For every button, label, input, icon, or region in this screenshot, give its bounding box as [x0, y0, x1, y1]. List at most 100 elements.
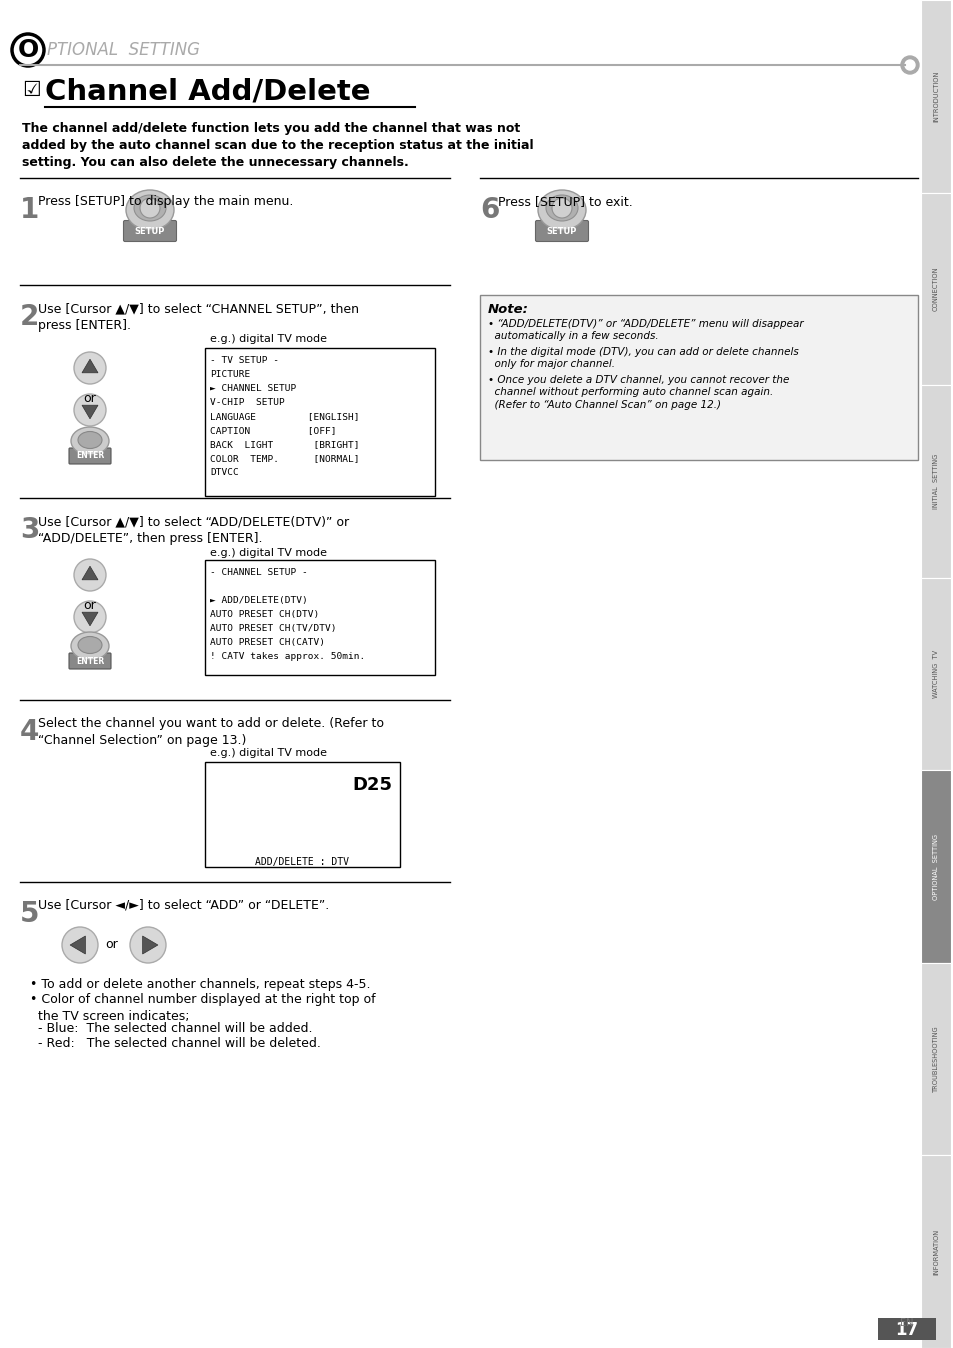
Text: Press [SETUP] to exit.: Press [SETUP] to exit. [497, 195, 632, 208]
Bar [920, 386, 950, 578]
Text: • To add or delete another channels, repeat steps 4-5.: • To add or delete another channels, rep… [30, 979, 370, 991]
Text: SETUP: SETUP [546, 226, 577, 236]
Text: Press [SETUP] to display the main menu.: Press [SETUP] to display the main menu. [38, 195, 294, 208]
Circle shape [904, 61, 914, 70]
FancyBboxPatch shape [877, 1318, 935, 1340]
Text: Note:: Note: [488, 303, 528, 315]
Text: ADD/DELETE : DTV: ADD/DELETE : DTV [255, 857, 349, 867]
Text: 6: 6 [479, 195, 498, 224]
Text: - CHANNEL SETUP -: - CHANNEL SETUP - [210, 568, 308, 577]
Bar [920, 193, 950, 386]
Text: 2: 2 [20, 303, 39, 332]
Circle shape [140, 198, 160, 218]
Polygon shape [70, 936, 86, 954]
Text: INITIAL  SETTING: INITIAL SETTING [932, 454, 938, 510]
Text: ► CHANNEL SETUP: ► CHANNEL SETUP [210, 384, 296, 394]
Polygon shape [83, 433, 97, 443]
Text: 4: 4 [20, 718, 39, 745]
Text: Use [Cursor ▲/▼] to select “CHANNEL SETUP”, then
press [ENTER].: Use [Cursor ▲/▼] to select “CHANNEL SETU… [38, 302, 358, 332]
Text: e.g.) digital TV mode: e.g.) digital TV mode [210, 549, 327, 558]
Polygon shape [82, 359, 98, 373]
Ellipse shape [537, 190, 585, 231]
FancyBboxPatch shape [205, 762, 399, 867]
Text: 3: 3 [20, 516, 39, 545]
Text: O: O [17, 38, 38, 62]
Text: SETUP: SETUP [134, 226, 165, 236]
Ellipse shape [78, 431, 102, 449]
Text: or: or [84, 599, 96, 612]
Text: The channel add/delete function lets you add the channel that was not
added by t: The channel add/delete function lets you… [22, 123, 533, 168]
FancyBboxPatch shape [69, 448, 111, 464]
Text: TROUBLESHOOTING: TROUBLESHOOTING [932, 1026, 938, 1092]
Bar [920, 962, 950, 1155]
Text: 17: 17 [895, 1321, 918, 1339]
Text: PTIONAL  SETTING: PTIONAL SETTING [47, 40, 200, 59]
Text: EN: EN [900, 1318, 913, 1328]
Text: - Blue:  The selected channel will be added.: - Blue: The selected channel will be add… [30, 1022, 313, 1035]
Text: V-CHIP  SETUP: V-CHIP SETUP [210, 398, 284, 407]
Polygon shape [83, 640, 97, 650]
Bar [920, 0, 950, 193]
Bar [920, 1155, 950, 1348]
Circle shape [552, 198, 572, 218]
Polygon shape [82, 406, 98, 419]
FancyBboxPatch shape [479, 295, 917, 460]
Text: ☑: ☑ [22, 80, 41, 100]
FancyBboxPatch shape [123, 221, 176, 241]
Text: e.g.) digital TV mode: e.g.) digital TV mode [210, 334, 327, 344]
Text: OPTIONAL  SETTING: OPTIONAL SETTING [932, 833, 938, 899]
Text: - Red:   The selected channel will be deleted.: - Red: The selected channel will be dele… [30, 1037, 320, 1050]
Text: D25: D25 [352, 776, 392, 794]
Text: or: or [106, 938, 118, 952]
Ellipse shape [126, 190, 173, 231]
Ellipse shape [133, 195, 166, 221]
Text: DTVCC: DTVCC [210, 468, 238, 477]
Text: ► ADD/DELETE(DTV): ► ADD/DELETE(DTV) [210, 596, 308, 605]
Text: INTRODUCTION: INTRODUCTION [932, 70, 938, 121]
Text: ENTER: ENTER [76, 656, 104, 666]
Circle shape [12, 34, 44, 66]
Text: • In the digital mode (DTV), you can add or delete channels
  only for major cha: • In the digital mode (DTV), you can add… [488, 346, 798, 369]
Text: ! CATV takes approx. 50min.: ! CATV takes approx. 50min. [210, 652, 365, 661]
Text: AUTO PRESET CH(TV/DTV): AUTO PRESET CH(TV/DTV) [210, 624, 336, 634]
Text: 5: 5 [20, 900, 39, 927]
Text: Use [Cursor ◄/►] to select “ADD” or “DELETE”.: Use [Cursor ◄/►] to select “ADD” or “DEL… [38, 899, 329, 913]
Text: COLOR  TEMP.      [NORMAL]: COLOR TEMP. [NORMAL] [210, 454, 359, 462]
Ellipse shape [545, 195, 578, 221]
Ellipse shape [71, 632, 109, 661]
Ellipse shape [74, 559, 106, 590]
FancyBboxPatch shape [69, 652, 111, 669]
Polygon shape [82, 566, 98, 580]
Bar [920, 770, 950, 962]
Ellipse shape [62, 927, 98, 962]
Text: AUTO PRESET CH(CATV): AUTO PRESET CH(CATV) [210, 638, 325, 647]
Text: Select the channel you want to add or delete. (Refer to
“Channel Selection” on p: Select the channel you want to add or de… [38, 717, 384, 747]
Text: BACK  LIGHT       [BRIGHT]: BACK LIGHT [BRIGHT] [210, 439, 359, 449]
Text: • Once you delete a DTV channel, you cannot recover the
  channel without perfor: • Once you delete a DTV channel, you can… [488, 375, 788, 410]
Text: Use [Cursor ▲/▼] to select “ADD/DELETE(DTV)” or
“ADD/DELETE”, then press [ENTER]: Use [Cursor ▲/▼] to select “ADD/DELETE(D… [38, 515, 349, 545]
Ellipse shape [74, 601, 106, 634]
Bar [920, 578, 950, 770]
Circle shape [900, 57, 918, 74]
Text: AUTO PRESET CH(DTV): AUTO PRESET CH(DTV) [210, 611, 319, 619]
Text: • “ADD/DELETE(DTV)” or “ADD/DELETE” menu will disappear
  automatically in a few: • “ADD/DELETE(DTV)” or “ADD/DELETE” menu… [488, 319, 802, 341]
Text: CAPTION          [OFF]: CAPTION [OFF] [210, 426, 336, 435]
Ellipse shape [71, 427, 109, 456]
Polygon shape [142, 936, 158, 954]
Text: INFORMATION: INFORMATION [932, 1228, 938, 1275]
FancyBboxPatch shape [205, 559, 435, 675]
Text: or: or [84, 392, 96, 404]
Text: PICTURE: PICTURE [210, 369, 250, 379]
Text: - TV SETUP -: - TV SETUP - [210, 356, 278, 365]
Polygon shape [82, 612, 98, 625]
Ellipse shape [74, 352, 106, 384]
Text: 1: 1 [20, 195, 39, 224]
Text: ENTER: ENTER [76, 452, 104, 461]
Ellipse shape [130, 927, 166, 962]
FancyBboxPatch shape [205, 348, 435, 496]
Text: CONNECTION: CONNECTION [932, 267, 938, 311]
FancyBboxPatch shape [535, 221, 588, 241]
Text: • Color of channel number displayed at the right top of
  the TV screen indicate: • Color of channel number displayed at t… [30, 993, 375, 1023]
Ellipse shape [74, 394, 106, 426]
Text: LANGUAGE         [ENGLISH]: LANGUAGE [ENGLISH] [210, 412, 359, 421]
